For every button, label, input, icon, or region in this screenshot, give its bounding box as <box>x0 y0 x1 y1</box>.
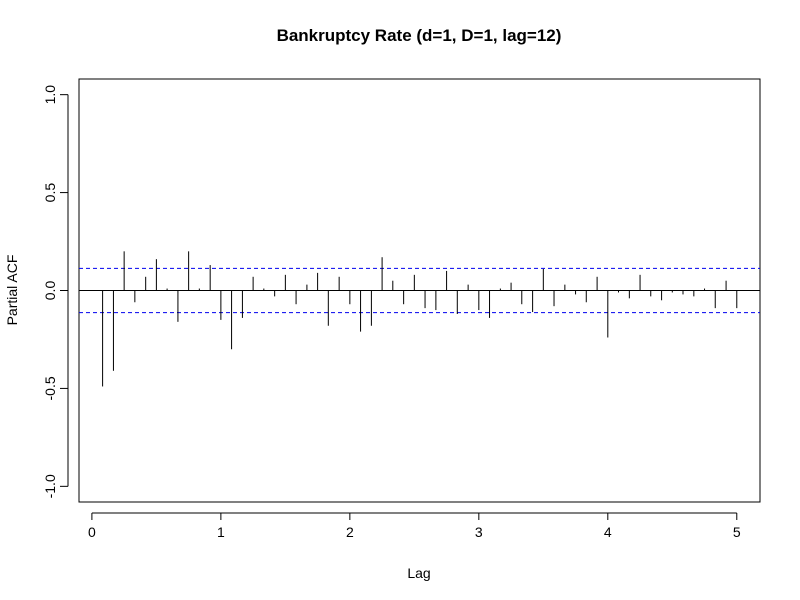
x-tick-label: 0 <box>88 524 96 540</box>
y-tick-label: 0.5 <box>42 183 58 203</box>
pacf-bars <box>102 251 738 387</box>
y-axis: -1.0 -0.5 0.0 0.5 1.0 <box>42 85 69 498</box>
y-tick-label: -1.0 <box>42 474 58 498</box>
y-tick-label: 0.0 <box>42 281 58 301</box>
y-tick-label: -0.5 <box>42 376 58 400</box>
x-axis-label: Lag <box>407 565 430 581</box>
x-tick-label: 2 <box>346 524 354 540</box>
chart-title: Bankruptcy Rate (d=1, D=1, lag=12) <box>277 26 562 45</box>
x-tick-label: 4 <box>604 524 612 540</box>
x-tick-label: 1 <box>217 524 225 540</box>
y-axis-label: Partial ACF <box>4 255 20 326</box>
y-tick-label: 1.0 <box>42 85 58 105</box>
x-tick-label: 3 <box>475 524 483 540</box>
x-tick-label: 5 <box>733 524 741 540</box>
x-axis: 0 1 2 3 4 5 <box>88 512 741 540</box>
